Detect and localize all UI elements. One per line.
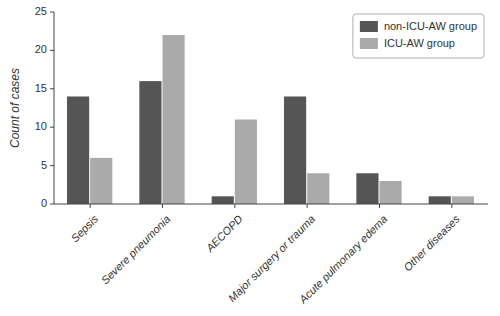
legend: non-ICU-AW group ICU-AW group [353,14,484,58]
y-tick-label: 20 [35,43,47,55]
bar: non-ICU-AW group: 16 [139,81,161,204]
legend-swatch [360,21,378,32]
y-tick-label: 10 [35,120,47,132]
y-tick-label: 15 [35,82,47,94]
bar: non-ICU-AW group: 1 [429,196,451,204]
y-tick [50,50,54,51]
bar: non-ICU-AW group: 14 [67,96,89,204]
bar: ICU-AW group: 22 [163,35,185,204]
x-tick [90,204,91,208]
bar: ICU-AW group: 1 [452,196,474,204]
x-tick [379,204,380,208]
bar: non-ICU-AW group: 4 [356,173,378,204]
chart-svg: non-ICU-AW group: 14 non-ICU-AW group: 16… [0,0,500,316]
y-tick [50,165,54,166]
x-tick-label: Sepsis [68,212,100,244]
x-tick-label: Other diseases [401,212,462,273]
y-tick [50,88,54,89]
x-tick-label: Acute pulmonary edema [296,213,390,307]
y-tick [50,127,54,128]
y-tick-label: 5 [41,159,47,171]
x-tick-label: AECOPD [203,213,245,255]
y-tick-label: 0 [41,197,47,209]
bar: ICU-AW group: 6 [90,158,112,204]
x-tick [451,204,452,208]
legend-swatch [360,38,378,49]
bars: non-ICU-AW group: 14 non-ICU-AW group: 16… [67,35,474,204]
bar: non-ICU-AW group: 1 [212,196,234,204]
x-tick-label: Severe pneumonia [99,213,173,287]
legend-label: ICU-AW group [384,37,455,49]
chart-container: non-ICU-AW group: 14 non-ICU-AW group: 16… [0,0,500,316]
y-axis-label: Count of cases [8,68,22,148]
bar: ICU-AW group: 11 [235,120,257,204]
y-tick-label: 25 [35,5,47,17]
bar: ICU-AW group: 4 [307,173,329,204]
x-tick [234,204,235,208]
bar: non-ICU-AW group: 14 [284,96,306,204]
x-tick [307,204,308,208]
y-tick [50,204,54,205]
legend-label: non-ICU-AW group [384,20,477,32]
y-tick [50,12,54,13]
legend-frame [353,14,484,58]
bar: ICU-AW group: 3 [380,181,402,204]
x-tick [162,204,163,208]
y-axis-line [54,12,55,204]
x-axis-line [54,204,488,205]
